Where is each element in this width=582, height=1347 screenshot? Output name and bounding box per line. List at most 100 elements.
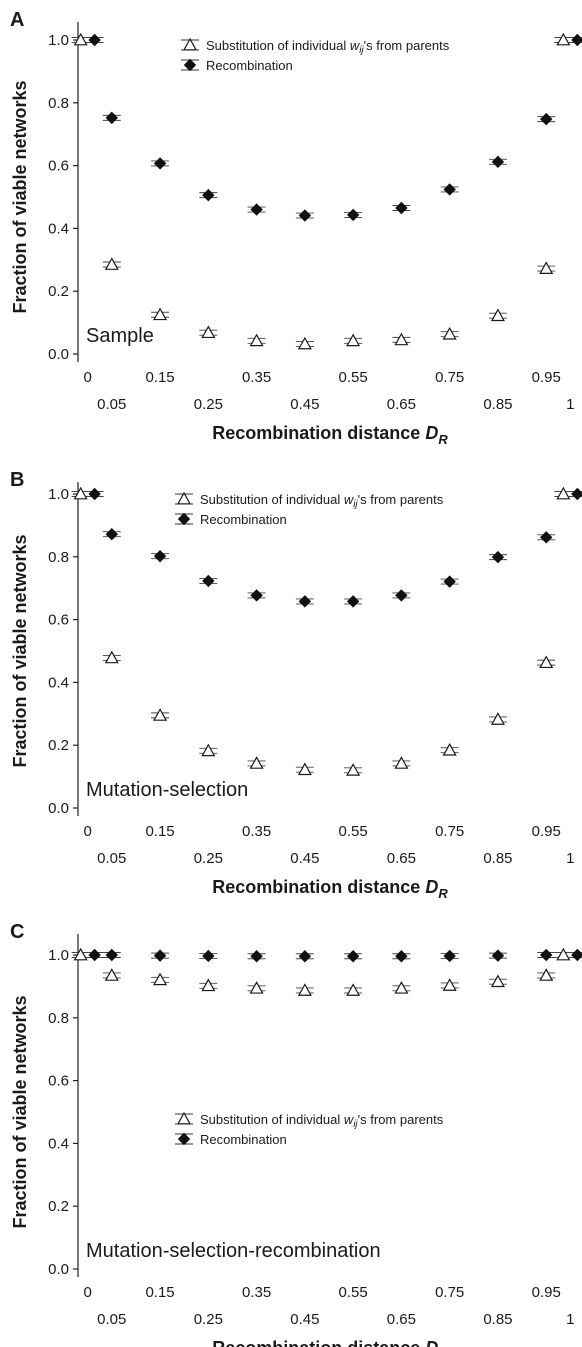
legend-marker-diamond [177,1132,191,1146]
data-point-recombination [395,201,408,215]
data-point-recombination [250,203,263,216]
data-point-substitution [73,32,88,46]
data-point-substitution [394,332,409,346]
data-point-substitution [104,650,119,664]
x-tick-label: 0.75 [435,823,464,840]
legend-entry: Recombination [200,512,287,527]
data-point-recombination [250,950,263,963]
data-point-recombination [443,949,456,963]
y-tick-label: 0.4 [48,220,69,237]
data-point-recombination [346,595,360,608]
data-point-substitution [556,947,571,961]
data-point-recombination [491,550,505,564]
y-tick-label: 1.0 [48,486,69,503]
data-point-recombination [540,112,553,126]
y-axis-title: Fraction of viable networks [10,534,30,767]
y-tick-label: 0.8 [48,549,69,566]
legend-entry: Recombination [206,58,293,73]
x-tick-label: 0.45 [290,1311,319,1328]
x-tick-label: 0 [83,369,91,386]
x-axis-title: Recombination distance DR [212,423,448,447]
data-point-substitution [73,947,88,961]
data-point-substitution [346,333,361,347]
data-point-substitution [394,756,409,769]
panel-label: Mutation-selection-recombination [86,1240,381,1262]
data-point-substitution [297,983,312,996]
data-point-recombination [153,949,167,962]
y-tick-label: 0.6 [48,158,69,175]
data-point-substitution [201,325,216,339]
y-tick-label: 1.0 [48,947,69,964]
legend-entry: Substitution of individual wij's from pa… [200,492,444,510]
data-point-recombination [346,950,360,963]
x-tick-label: 0.55 [339,1284,368,1301]
data-point-substitution [539,968,554,981]
x-tick-label: 0.25 [194,850,223,867]
x-tick-label: 0.05 [97,850,126,867]
data-point-substitution [442,326,457,340]
data-point-substitution [249,756,264,769]
y-tick-label: 0.2 [48,1198,69,1215]
data-point-substitution [249,333,264,347]
y-tick-label: 0.0 [48,1261,69,1278]
y-tick-label: 0.2 [48,283,69,300]
data-point-substitution [104,968,119,981]
x-tick-label: 0.95 [532,823,561,840]
x-tick-label: 0.75 [435,369,464,386]
y-axis-title: Fraction of viable networks [10,80,30,313]
data-point-substitution [490,974,505,988]
panel-label: Sample [86,325,154,347]
data-point-substitution [346,983,361,996]
data-point-recombination [571,487,582,501]
data-point-substitution [539,261,554,274]
x-tick-label: 0.25 [194,396,223,413]
data-point-substitution [539,655,554,669]
legend-entry: Recombination [200,1132,287,1147]
x-tick-label: 1 [566,1311,574,1328]
data-point-recombination [571,33,582,47]
x-tick-label: 0.15 [145,823,174,840]
panel-letter: A [10,9,24,31]
y-axis-title: Fraction of viable networks [10,995,30,1228]
data-point-recombination [491,155,505,169]
data-point-substitution [442,742,457,756]
legend: Substitution of individual wij's from pa… [181,37,450,73]
panel-a: A 0.0 0.2 0.4 0.6 0.8 1.0 Fraction of viable ne… [10,9,582,447]
x-tick-label: 0.65 [387,850,416,867]
data-point-recombination [443,183,456,196]
data-point-recombination [298,595,312,608]
x-tick-label: 1 [566,396,574,413]
x-tick-label: 0.85 [483,396,512,413]
data-point-recombination [443,575,456,588]
y-tick-label: 0.4 [48,674,69,691]
data-point-recombination [153,157,167,170]
x-tick-label: 0.55 [339,823,368,840]
legend-marker-triangle [182,37,198,51]
panel-b: B 0.0 0.2 0.4 0.6 0.8 1.0 Fraction of viable ne… [10,469,582,901]
data-point-recombination [491,949,505,962]
data-point-recombination [395,950,408,963]
data-point-substitution [201,743,216,757]
x-tick-label: 0.65 [387,396,416,413]
data-point-recombination [540,948,553,962]
y-tick-label: 0.0 [48,800,69,817]
data-point-substitution [394,981,409,994]
data-point-recombination [250,589,263,602]
legend-entry: Substitution of individual wij's from pa… [200,1112,444,1130]
data-point-substitution [153,708,168,721]
data-point-substitution [201,978,216,992]
data-point-recombination [395,589,408,602]
data-point-substitution [490,308,505,322]
y-tick-label: 0.6 [48,612,69,629]
data-point-recombination [153,549,167,563]
x-tick-label: 0.15 [145,369,174,386]
panel-letter: B [10,469,24,491]
x-tick-label: 0.35 [242,1284,271,1301]
data-point-substitution [490,712,505,725]
data-point-recombination [540,531,553,544]
data-point-recombination [202,574,215,588]
y-tick-label: 0.4 [48,1135,69,1152]
data-point-recombination [298,209,312,222]
data-point-recombination [88,487,101,501]
data-point-recombination [298,950,312,963]
